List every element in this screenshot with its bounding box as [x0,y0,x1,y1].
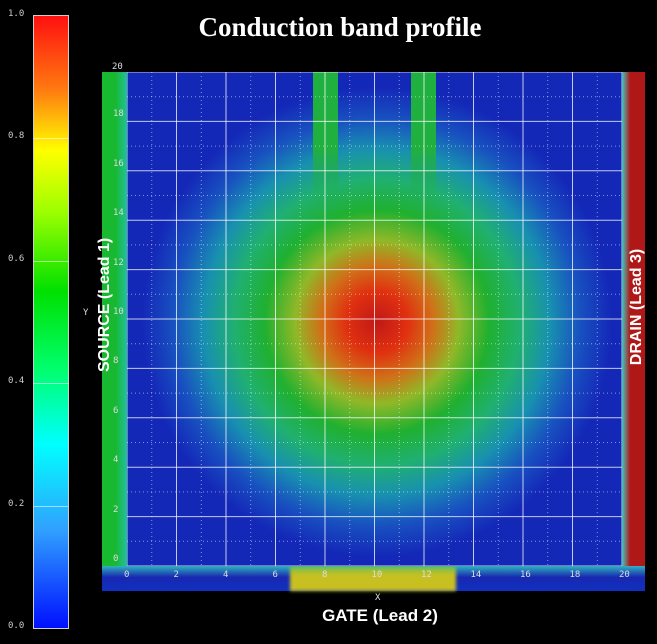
drain-label: DRAIN (Lead 3) [628,248,645,366]
x-tick-label: 16 [520,570,531,580]
x-tick-label: 0 [124,570,130,580]
x-axis-label: X [375,593,381,603]
y-tick-label: 0 [113,554,119,564]
y-tick-label: 10 [113,307,124,317]
y-tick-label: 18 [113,109,124,120]
y-axis-label: Y [83,308,89,318]
y-tick-label: 6 [113,405,119,416]
y-tick-label: 14 [113,208,124,219]
chart-title: Conduction band profile [198,12,482,42]
colorbar-tick-label: 0.2 [8,498,25,509]
colorbar-tick [34,505,68,507]
y-tick-label: 4 [113,455,119,466]
gate-lead [290,566,456,591]
colorbar-tick [34,138,68,140]
source-label: SOURCE (Lead 1) [96,237,113,372]
x-tick-label: 20 [619,570,630,580]
x-tick-label: 8 [322,570,328,580]
y-tick-label: 16 [113,158,124,169]
y-tick-label: 2 [113,504,119,515]
colorbar [33,15,69,629]
x-tick-label: 14 [470,570,482,580]
drain-lead [622,72,645,566]
colorbar-tick [34,383,68,385]
x-tick-label: 18 [569,570,581,580]
y-tick-label: 8 [113,356,119,367]
gate-label: GATE (Lead 2) [322,606,438,625]
grid [127,72,622,566]
y-tick-label: 20 [112,62,123,72]
colorbar-tick-label: 1.0 [8,9,25,19]
colorbar-tick-label: 0.6 [8,253,25,264]
x-tick-label: 12 [421,570,432,580]
x-tick-label: 2 [173,570,179,580]
source-lead [102,72,127,566]
y-tick-label: 12 [113,257,124,268]
x-tick-label: 10 [371,570,383,580]
colorbar-tick-label: 0.4 [8,376,25,387]
heatmap [127,72,622,566]
colorbar-tick-label: 0.0 [8,621,25,631]
x-tick-label: 4 [223,570,229,580]
colorbar-tick-label: 0.8 [8,131,25,142]
x-tick-label: 6 [272,570,278,580]
colorbar-tick [34,260,68,262]
